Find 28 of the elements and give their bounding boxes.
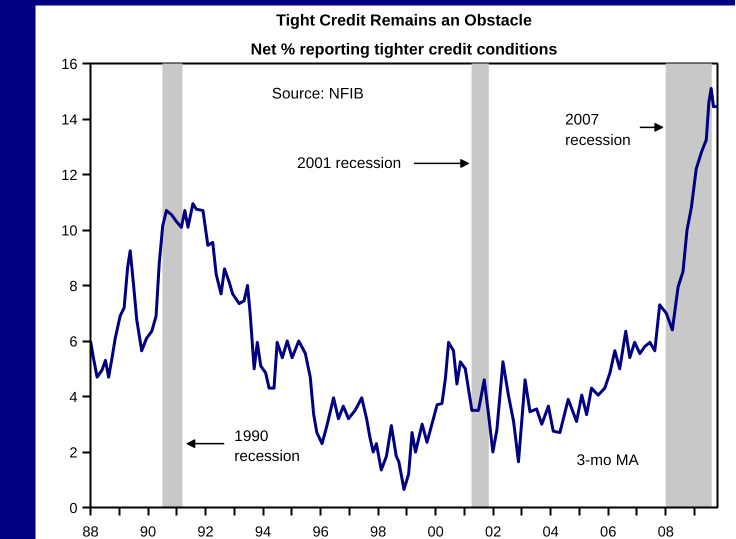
y-tick-label: 2: [69, 446, 78, 462]
y-tick-label: 4: [69, 390, 78, 406]
x-tick-label: 94: [254, 524, 272, 539]
chart-subtitle: Net % reporting tighter credit conditions: [250, 42, 558, 58]
band-label: 2007 recession: [565, 111, 631, 149]
y-tick-label: 0: [69, 501, 78, 517]
x-tick-label: 06: [600, 524, 616, 539]
x-tick-label: 96: [312, 524, 329, 539]
x-tick-label: 88: [82, 524, 99, 539]
x-tick-label: 04: [542, 524, 559, 539]
x-tick-label: 92: [197, 524, 214, 539]
y-tick-label: 12: [61, 168, 78, 184]
y-tick-label: 6: [69, 334, 78, 350]
band-label: 2001 recession: [297, 154, 402, 172]
annotation: Source: NFIB: [272, 86, 364, 103]
band-label: 1990 recession: [234, 428, 300, 466]
x-tick-label: 98: [370, 524, 386, 539]
chart-title: Tight Credit Remains an Obstacle: [276, 12, 532, 30]
annotation: 3-mo MA: [576, 452, 640, 469]
x-tick-label: 02: [485, 524, 502, 539]
line-series: [90, 86, 718, 491]
x-tick-label: 00: [427, 524, 444, 539]
x-tick-label: 08: [658, 524, 674, 539]
y-tick-label: 14: [61, 112, 78, 128]
x-tick-label: 90: [140, 524, 156, 539]
y-tick-label: 16: [61, 57, 78, 73]
y-tick-label: 8: [69, 279, 78, 295]
y-tick-label: 10: [61, 224, 78, 240]
